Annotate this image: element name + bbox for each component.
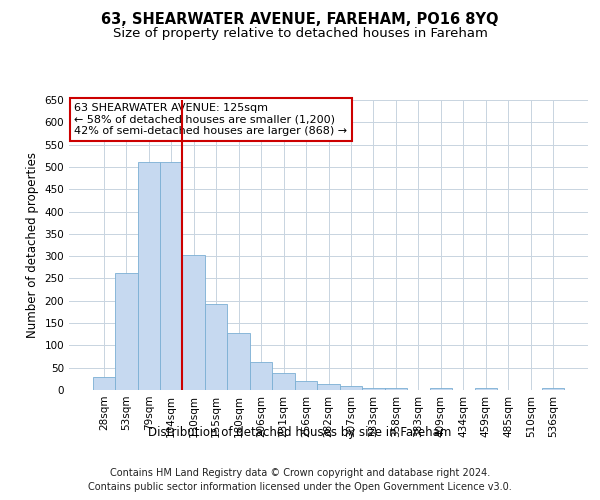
Text: 63, SHEARWATER AVENUE, FAREHAM, PO16 8YQ: 63, SHEARWATER AVENUE, FAREHAM, PO16 8YQ [101, 12, 499, 28]
Text: Distribution of detached houses by size in Fareham: Distribution of detached houses by size … [148, 426, 452, 439]
Bar [362, 388, 385, 390]
Text: Contains HM Land Registry data © Crown copyright and database right 2024.: Contains HM Land Registry data © Crown c… [110, 468, 490, 477]
Text: Contains public sector information licensed under the Open Government Licence v3: Contains public sector information licen… [88, 482, 512, 492]
Bar [205, 304, 227, 390]
Bar [160, 162, 182, 390]
Bar [475, 388, 497, 390]
Bar [317, 384, 340, 390]
Text: Size of property relative to detached houses in Fareham: Size of property relative to detached ho… [113, 28, 487, 40]
Bar [227, 333, 250, 390]
Text: 63 SHEARWATER AVENUE: 125sqm
← 58% of detached houses are smaller (1,200)
42% of: 63 SHEARWATER AVENUE: 125sqm ← 58% of de… [74, 103, 347, 136]
Bar [115, 272, 137, 390]
Bar [272, 374, 295, 390]
Bar [385, 388, 407, 390]
Y-axis label: Number of detached properties: Number of detached properties [26, 152, 39, 338]
Bar [542, 388, 565, 390]
Bar [340, 386, 362, 390]
Bar [92, 376, 115, 390]
Bar [137, 162, 160, 390]
Bar [430, 388, 452, 390]
Bar [295, 380, 317, 390]
Bar [182, 256, 205, 390]
Bar [250, 362, 272, 390]
